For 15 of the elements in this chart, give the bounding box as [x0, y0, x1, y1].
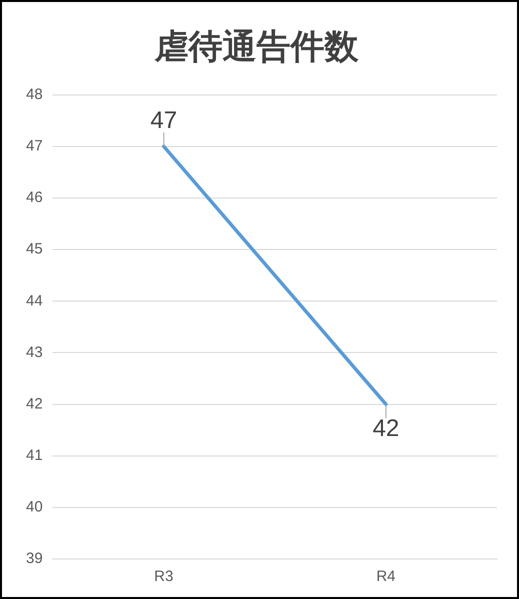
y-tick-label: 48 — [26, 86, 43, 103]
x-tick-label: R4 — [376, 568, 396, 586]
y-tick-label: 40 — [26, 498, 43, 516]
y-tick-label: 39 — [26, 550, 43, 568]
y-tick-label: 47 — [26, 138, 43, 155]
y-tick-label: 44 — [26, 292, 43, 310]
y-tick-label: 46 — [26, 189, 43, 206]
y-tick-label: 42 — [26, 395, 43, 412]
y-tick-label: 43 — [26, 344, 43, 361]
data-label: 47 — [150, 107, 178, 134]
data-label: 42 — [372, 414, 400, 442]
y-tick-label: 41 — [26, 446, 43, 464]
y-tick-label: 45 — [26, 240, 43, 258]
x-tick-label: R3 — [154, 568, 174, 586]
chart-title: 虐待通告件数 — [154, 28, 360, 66]
